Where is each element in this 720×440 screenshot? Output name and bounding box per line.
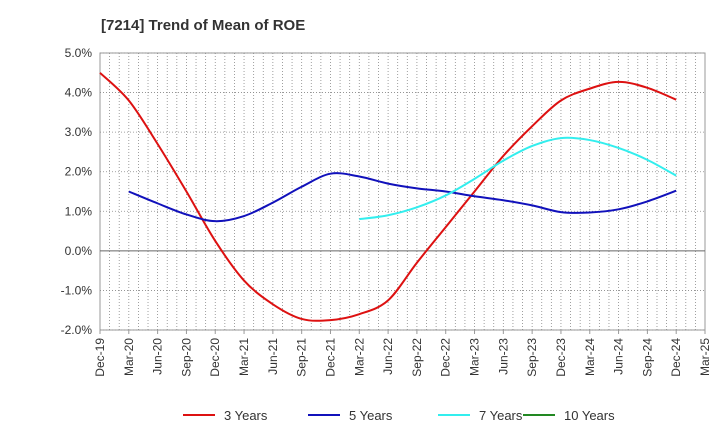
legend-label: 5 Years bbox=[349, 408, 393, 423]
legend-label: 3 Years bbox=[224, 408, 268, 423]
y-tick-label: 3.0% bbox=[65, 125, 93, 139]
x-tick-label: Dec-24 bbox=[669, 338, 683, 377]
y-tick-label: 2.0% bbox=[65, 165, 93, 179]
x-tick-label: Mar-25 bbox=[698, 338, 712, 376]
series-line-5-years bbox=[128, 172, 677, 223]
x-tick-label: Sep-20 bbox=[179, 338, 193, 377]
x-tick-label: Mar-23 bbox=[468, 338, 482, 376]
y-tick-label: -1.0% bbox=[61, 283, 93, 297]
x-tick-label: Jun-23 bbox=[496, 338, 510, 375]
x-tick-label: Mar-24 bbox=[583, 338, 597, 376]
y-tick-label: 5.0% bbox=[65, 46, 93, 60]
chart-title: [7214] Trend of Mean of ROE bbox=[101, 17, 305, 34]
series-lines bbox=[99, 72, 677, 322]
x-tick-label: Mar-21 bbox=[237, 338, 251, 376]
legend-label: 10 Years bbox=[564, 408, 615, 423]
legend-item-5-years: 5 Years bbox=[308, 408, 393, 423]
x-tick-label: Dec-19 bbox=[93, 338, 107, 377]
x-tick-label: Jun-21 bbox=[266, 338, 280, 375]
x-tick-label: Jun-22 bbox=[381, 338, 395, 375]
x-tick-label: Jun-20 bbox=[151, 338, 165, 375]
x-tick-label: Dec-21 bbox=[323, 338, 337, 377]
legend-item-3-years: 3 Years bbox=[183, 408, 268, 423]
y-tick-label: -2.0% bbox=[61, 323, 93, 337]
y-axis-ticks: 5.0% 4.0% 3.0% 2.0% 1.0% 0.0% -1.0% -2.0% bbox=[61, 46, 93, 337]
legend-item-10-years: 10 Years bbox=[523, 408, 615, 423]
x-tick-label: Sep-22 bbox=[410, 338, 424, 377]
legend: 3 Years 5 Years 7 Years 10 Years bbox=[183, 408, 615, 423]
legend-label: 7 Years bbox=[479, 408, 523, 423]
x-tick-label: Sep-21 bbox=[295, 338, 309, 377]
grid bbox=[99, 52, 706, 331]
x-tick-label: Mar-20 bbox=[122, 338, 136, 376]
x-tick-label: Sep-23 bbox=[525, 338, 539, 377]
y-tick-label: 1.0% bbox=[65, 204, 93, 218]
legend-item-7-years: 7 Years bbox=[438, 408, 523, 423]
x-axis-ticks: Dec-19 Mar-20 Jun-20 Sep-20 Dec-20 Mar-21 Jun-… bbox=[93, 330, 712, 377]
series-line-7-years bbox=[359, 136, 677, 221]
x-tick-label: Mar-22 bbox=[352, 338, 366, 376]
x-tick-label: Dec-22 bbox=[439, 338, 453, 377]
series-line-3-years bbox=[99, 72, 677, 322]
x-tick-label: Dec-20 bbox=[208, 338, 222, 377]
y-tick-label: 4.0% bbox=[65, 86, 93, 100]
y-tick-label: 0.0% bbox=[65, 244, 93, 258]
x-tick-label: Dec-23 bbox=[554, 338, 568, 377]
x-tick-label: Sep-24 bbox=[640, 338, 654, 377]
x-tick-label: Jun-24 bbox=[612, 338, 626, 375]
plot-area bbox=[99, 52, 706, 331]
